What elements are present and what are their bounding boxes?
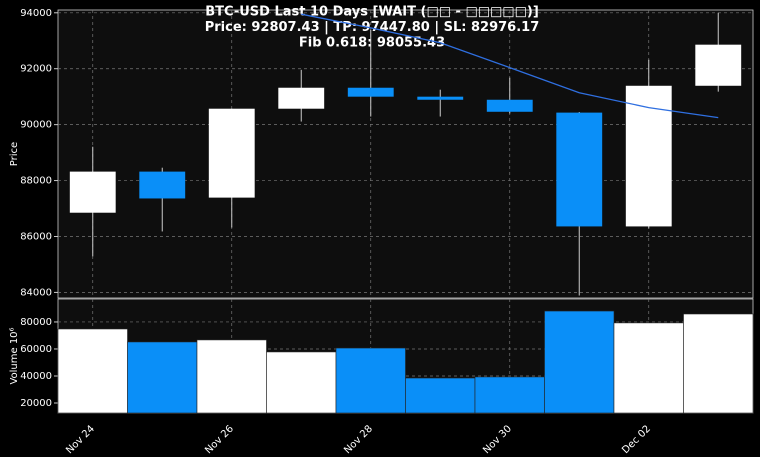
x-tick-label: Nov 26 xyxy=(203,423,236,456)
volume-bar xyxy=(683,313,754,414)
y-tick-label: 20000 xyxy=(20,398,52,409)
volume-bar xyxy=(474,376,545,414)
y-tick-label: 86000 xyxy=(20,231,52,242)
candle-body xyxy=(278,87,325,109)
candle-body xyxy=(556,112,603,227)
y-tick-label: 94000 xyxy=(20,8,52,19)
x-tick-label: Nov 30 xyxy=(481,423,514,456)
candle-body xyxy=(417,96,464,100)
volume-bar xyxy=(613,322,684,414)
y-axis-label: Volume 10⁶ xyxy=(9,327,20,384)
candle-body xyxy=(347,87,394,97)
candle-body xyxy=(486,99,533,112)
y-axis-label: Price xyxy=(9,142,20,166)
x-tick-label: Dec 02 xyxy=(620,423,653,456)
chart-title: Fib 0.618: 98055.43 xyxy=(299,36,445,51)
y-tick-label: 84000 xyxy=(20,287,52,298)
chart-title: BTC-USD Last 10 Days [WAIT (□□ - □□□□□)] xyxy=(205,5,539,20)
volume-bar xyxy=(405,377,476,414)
volume-bar xyxy=(196,339,267,414)
volume-bar xyxy=(127,341,198,414)
y-tick-label: 80000 xyxy=(20,317,52,328)
y-tick-label: 60000 xyxy=(20,344,52,355)
y-tick-label: 92000 xyxy=(20,64,52,75)
line xyxy=(301,13,719,119)
volume-bar xyxy=(266,351,337,414)
y-tick-label: 40000 xyxy=(20,371,52,382)
candle-body xyxy=(695,44,742,86)
y-tick-label: 90000 xyxy=(20,120,52,131)
x-tick-label: Nov 24 xyxy=(64,423,97,456)
volume-bar xyxy=(544,310,615,414)
candle-body xyxy=(625,85,672,227)
candle-body xyxy=(208,108,255,198)
volume-bar xyxy=(335,347,406,414)
candle-body xyxy=(69,171,116,213)
x-tick-label: Nov 28 xyxy=(342,423,375,456)
y-tick-label: 88000 xyxy=(20,176,52,187)
candle-body xyxy=(139,171,186,199)
volume-bar xyxy=(57,328,128,414)
